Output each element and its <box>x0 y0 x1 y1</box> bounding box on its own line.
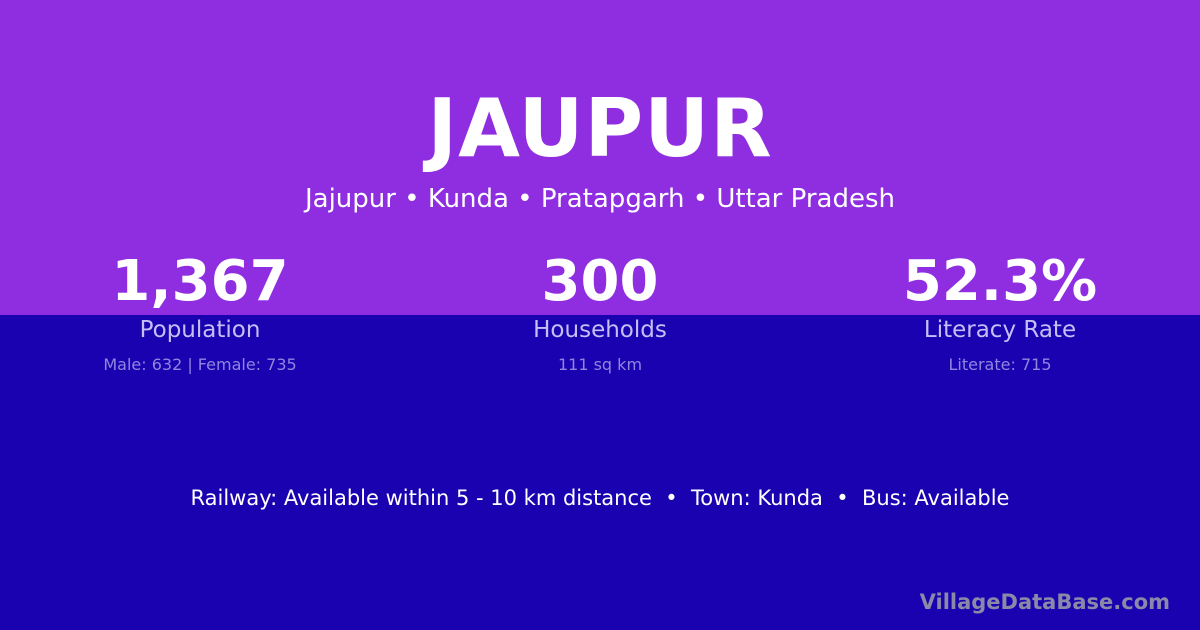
stats-band <box>0 315 1200 630</box>
stat-detail: Male: 632 | Female: 735 <box>103 355 297 374</box>
location-breadcrumb: Jajupur • Kunda • Pratapgarh • Uttar Pra… <box>304 184 895 214</box>
header-band <box>0 0 1200 315</box>
stat-households: 300 Households 111 sq km <box>400 249 800 375</box>
stat-label: Literacy Rate <box>923 317 1077 343</box>
stat-detail: Literate: 715 <box>948 355 1052 374</box>
stat-label: Population <box>139 317 261 343</box>
stat-literacy: 52.3% Literacy Rate Literate: 715 <box>800 249 1200 375</box>
stat-detail: 111 sq km <box>557 355 643 374</box>
stat-value: 1,367 <box>111 249 289 314</box>
stat-value: 300 <box>541 249 659 314</box>
village-title: JAUPUR <box>427 82 773 175</box>
stat-population: 1,367 Population Male: 632 | Female: 735 <box>0 249 400 375</box>
stat-value: 52.3% <box>902 249 1098 314</box>
brand-watermark: VillageDataBase.com <box>919 590 1170 614</box>
facilities-line: Railway: Available within 5 - 10 km dist… <box>190 486 1010 510</box>
stat-label: Households <box>533 317 667 343</box>
